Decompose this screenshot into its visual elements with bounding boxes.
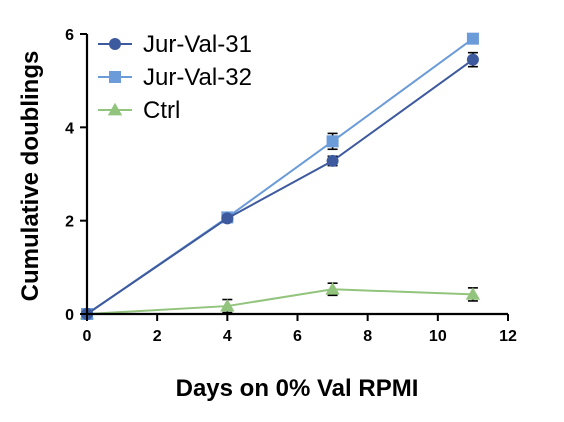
- data-point-ctrl-1: [220, 298, 235, 312]
- legend-marker-ctrl: [107, 102, 123, 116]
- x-tick-label-1: 2: [153, 328, 162, 345]
- x-tick-label-2: 4: [223, 328, 232, 345]
- data-point-jur-val-32-2: [326, 135, 339, 148]
- legend-marker-jur-val-32: [109, 71, 121, 83]
- series-line-ctrl: [86, 288, 473, 315]
- legend-item-jur-val-32: Jur-Val-32: [98, 64, 252, 91]
- legend-label-ctrl: Ctrl: [143, 97, 180, 124]
- x-axis-title: Days on 0% Val RPMI: [176, 375, 419, 402]
- data-point-ctrl-3: [465, 287, 481, 300]
- data-point-jur-val-31-2: [326, 154, 339, 167]
- plot-area: [79, 32, 481, 320]
- y-tick-label-1: 2: [65, 214, 74, 231]
- x-tick-label-5: 10: [429, 328, 447, 345]
- x-tick-label-3: 6: [293, 328, 302, 345]
- legend-item-ctrl: Ctrl: [98, 97, 180, 124]
- x-tick-label-6: 12: [499, 328, 517, 345]
- ticks: 0 2 4 6 8 10 12 0 2 4 6: [65, 27, 517, 345]
- data-point-jur-val-32-3: [466, 32, 479, 45]
- data-point-jur-val-31-1: [221, 212, 234, 225]
- x-tick-label-0: 0: [83, 328, 92, 345]
- legend-label-jur-val-32: Jur-Val-32: [143, 64, 252, 91]
- y-tick-label-2: 4: [65, 120, 74, 137]
- y-tick-label-0: 0: [65, 307, 74, 324]
- data-point-ctrl-2: [325, 282, 340, 295]
- series-jur-val-31: [81, 51, 479, 320]
- data-point-jur-val-31-3: [466, 53, 479, 66]
- x-tick-label-4: 8: [363, 328, 372, 345]
- legend-item-jur-val-31: Jur-Val-31: [98, 31, 252, 58]
- legend-label-jur-val-31: Jur-Val-31: [143, 31, 252, 58]
- series-line-jur-val-31: [86, 58, 474, 315]
- legend: Jur-Val-31 Jur-Val-32 Ctrl: [98, 31, 252, 124]
- y-axis-title: Cumulative doublings: [17, 51, 44, 302]
- legend-marker-jur-val-31: [109, 38, 121, 50]
- y-tick-label-3: 6: [65, 27, 74, 44]
